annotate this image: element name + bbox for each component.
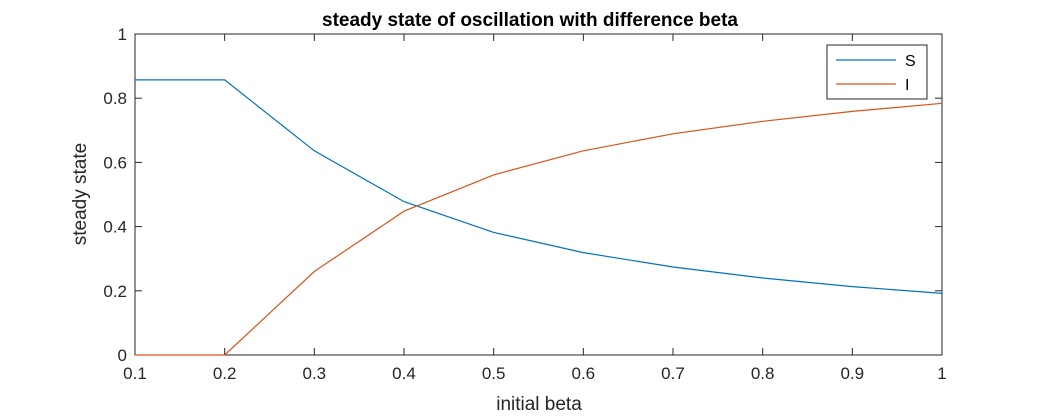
series-lines [135, 79, 943, 356]
series-line-s [135, 79, 943, 294]
y-tick-label: 0.8 [103, 89, 127, 108]
x-tick-label: 0.9 [841, 364, 865, 383]
y-tick-label: 1 [118, 25, 127, 44]
x-tick-label: 0.5 [482, 364, 506, 383]
legend-box [826, 44, 928, 100]
x-tick-label: 0.1 [123, 364, 147, 383]
y-tick-label: 0.6 [103, 153, 127, 172]
y-axis-ticks: 0 0.2 0.4 0.6 0.8 1 [103, 25, 942, 365]
x-tick-label: 0.7 [661, 364, 685, 383]
x-tick-label: 0.4 [392, 364, 416, 383]
x-tick-label: 1 [937, 364, 946, 383]
x-axis-label: initial beta [496, 394, 582, 415]
legend-label-i: I [905, 77, 909, 94]
plot-area [134, 33, 943, 356]
x-tick-label: 0.8 [751, 364, 775, 383]
y-tick-label: 0.4 [103, 218, 127, 237]
series-line-i [135, 102, 943, 356]
legend-label-s: S [905, 53, 916, 70]
y-tick-label: 0 [118, 346, 127, 365]
chart-title: steady state of oscillation with differe… [322, 10, 738, 31]
x-tick-label: 0.3 [303, 364, 327, 383]
x-tick-label: 0.2 [213, 364, 237, 383]
y-tick-label: 0.2 [103, 282, 127, 301]
x-axis-ticks: 0.1 0.2 0.3 0.4 0.5 0.6 0.7 0.8 0.9 1 [123, 34, 947, 383]
x-tick-label: 0.6 [572, 364, 596, 383]
legend: S I [826, 44, 928, 100]
y-axis-label: steady state [70, 143, 91, 245]
